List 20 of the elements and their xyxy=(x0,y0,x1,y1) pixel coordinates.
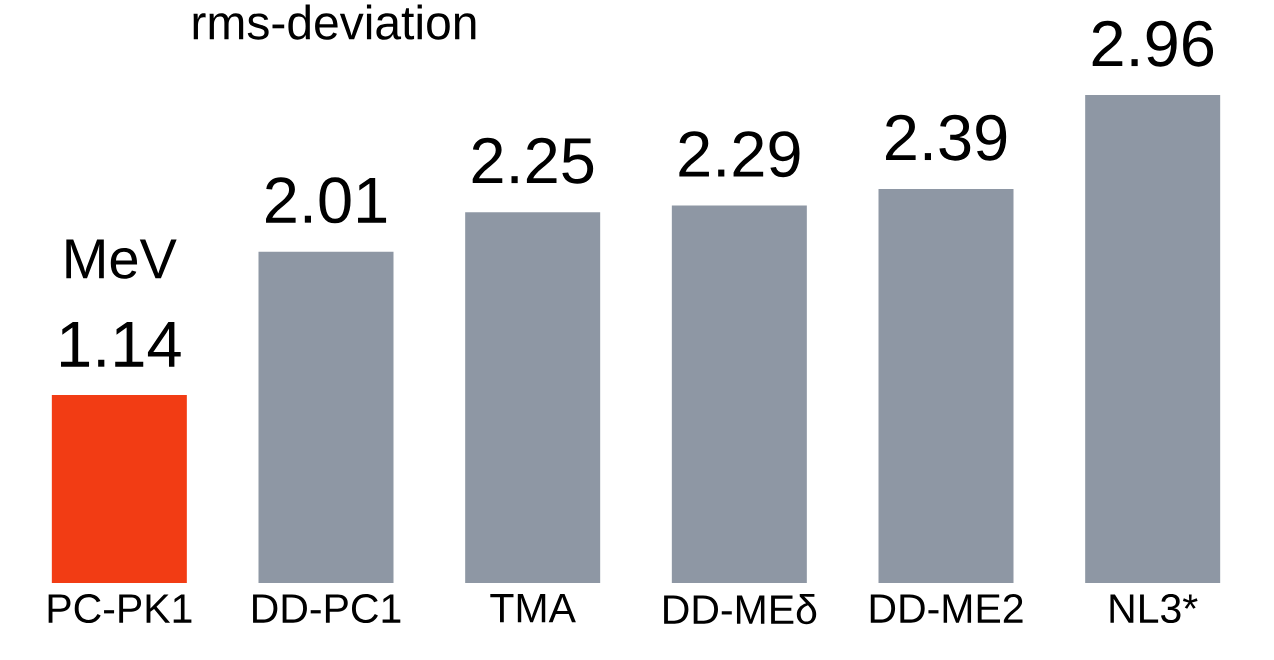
data-label: 1.14 xyxy=(61,321,181,367)
bar xyxy=(671,205,807,583)
data-label: 2.96 xyxy=(1092,20,1214,67)
bar xyxy=(258,251,394,583)
x-tick-label: DD-ME2 xyxy=(870,594,1023,623)
data-label: 2.39 xyxy=(886,114,1007,161)
bar xyxy=(1085,95,1221,583)
data-label: 2.01 xyxy=(266,177,387,224)
chart-title: rms-deviation xyxy=(193,4,476,40)
bar xyxy=(51,395,187,583)
bar xyxy=(878,189,1014,583)
y-axis-title: MeV xyxy=(66,239,177,279)
bar xyxy=(465,212,601,583)
data-label: 2.25 xyxy=(472,137,594,184)
data-label: 2.29 xyxy=(679,131,800,178)
x-tick-label: TMA xyxy=(490,594,576,623)
x-tick-label: NL3* xyxy=(1110,594,1198,624)
x-tick-label: PC-PK1 xyxy=(48,594,192,624)
x-tick-label: DD-PC1 xyxy=(253,594,401,624)
x-tick-label: DD-MEδ xyxy=(664,594,817,625)
